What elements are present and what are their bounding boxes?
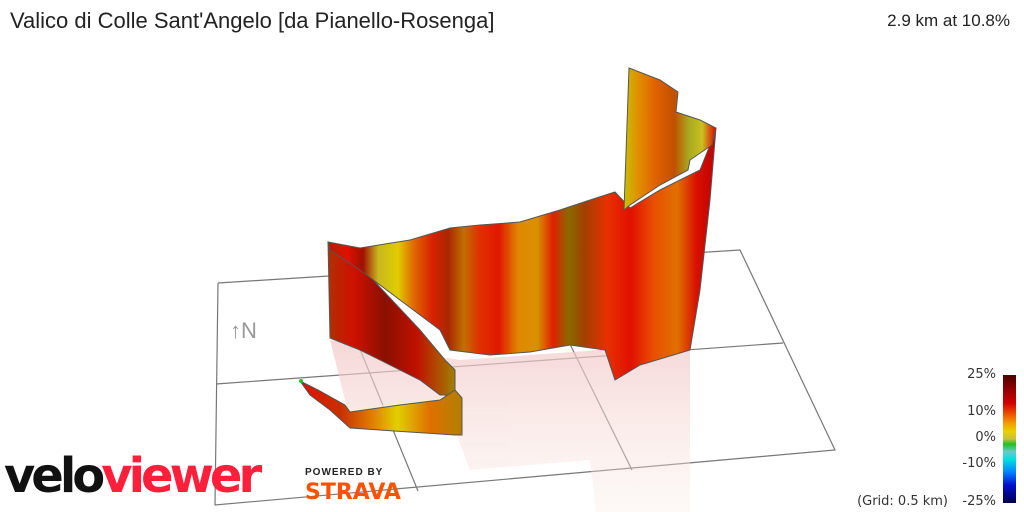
start-marker [299,379,303,383]
powered-by-label: POWERED BY [305,467,384,478]
north-indicator: ↑N [230,318,257,343]
elevation-ribbon-main [327,127,717,381]
legend-tick-0: 0% [975,430,996,445]
grid-scale-note: (Grid: 0.5 km) [857,494,948,509]
page-title: Valico di Colle Sant'Angelo [da Pianello… [10,8,495,33]
gradient-colorbar [1003,375,1016,503]
legend-tick-max: 25% [967,367,996,382]
elevation-ribbon-summit [623,67,717,212]
elevation-ribbon-start [299,380,463,436]
legend-tick-neg10: -10% [962,456,996,471]
climb-summary: 2.9 km at 10.8% [887,11,1010,30]
legend-tick-min: -25% [962,494,996,509]
veloviewer-logo[interactable]: veloviewer [4,452,262,500]
logo-velo: velo [4,448,105,504]
logo-viewer: viewer [101,448,262,504]
strava-logo[interactable]: STRAVA [305,480,401,505]
legend-tick-10: 10% [967,404,996,419]
